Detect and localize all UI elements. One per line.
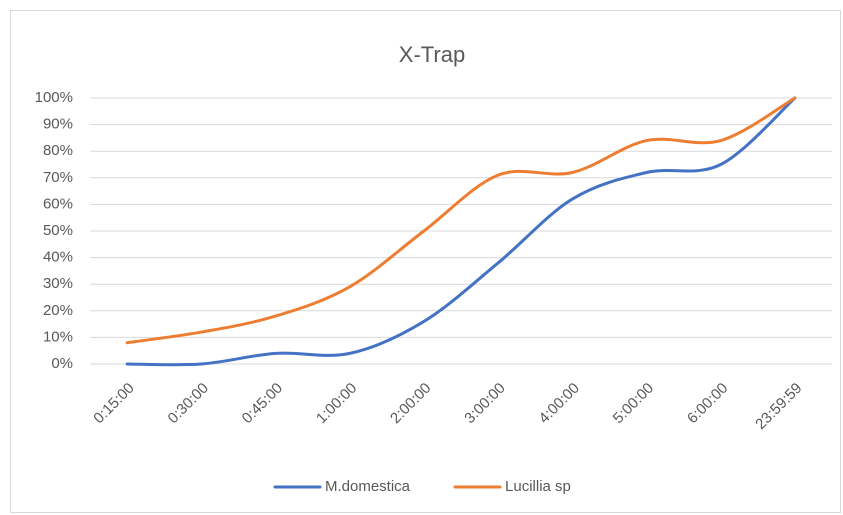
data-line [125,96,797,367]
chart-frame [10,10,841,513]
y-tick-label: 80% [43,142,73,159]
y-tick-label: 50% [43,222,73,239]
y-tick-label: 60% [43,195,73,212]
y-tick-label: 30% [43,275,73,292]
y-tick-label: 40% [43,249,73,266]
y-tick-label: 100% [35,89,73,106]
data-line [125,96,797,345]
y-tick-label: 20% [43,302,73,319]
y-tick-label: 0% [51,355,73,372]
y-tick-label: 10% [43,328,73,345]
legend-label: M.domestica [325,478,411,495]
y-tick-label: 90% [43,116,73,133]
y-tick-label: 70% [43,169,73,186]
chart-title: X-Trap [399,42,465,67]
legend-label: Lucillia sp [505,478,571,495]
